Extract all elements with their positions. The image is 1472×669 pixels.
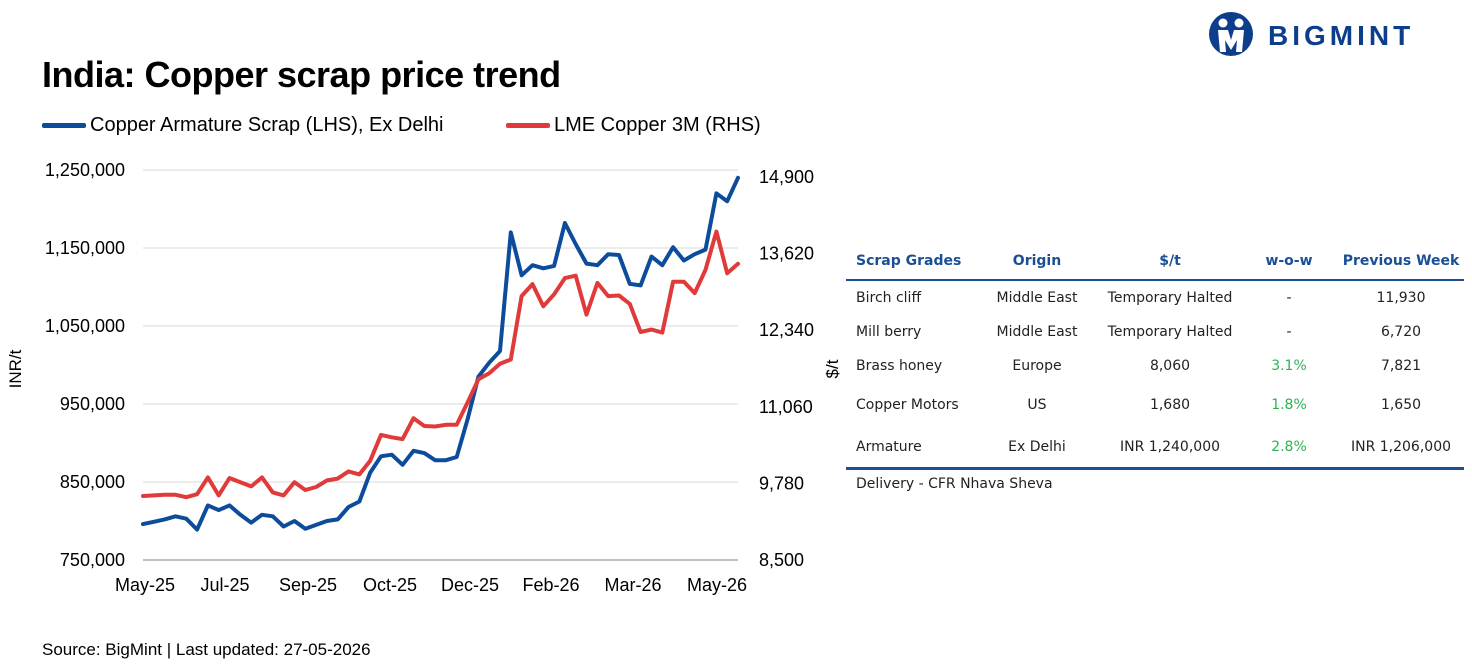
cell-origin: US [1027, 397, 1047, 413]
cell-origin: Middle East [996, 324, 1078, 340]
x-tick-label: Feb-26 [522, 575, 579, 595]
header-wow: w-o-w [1240, 243, 1338, 281]
cell-previous-week: 7,821 [1380, 358, 1422, 374]
x-tick-label: Sep-25 [279, 575, 337, 595]
cell-grade: Copper Motors [856, 397, 959, 413]
cell-price: Temporary Halted [1107, 290, 1233, 306]
y-tick-label: 1,150,000 [45, 238, 125, 258]
cell-previous-week: INR 1,206,000 [1338, 427, 1464, 470]
y-tick-label: 850,000 [60, 472, 125, 492]
x-tick-label: Oct-25 [363, 575, 417, 595]
bigmint-logo: BIGMINT [1206, 10, 1456, 58]
y2-tick-label: 11,060 [759, 397, 813, 417]
legend-item-scrap: Copper Armature Scrap (LHS), Ex Delhi [42, 114, 443, 137]
cell-previous-week: 1,650 [1380, 397, 1422, 413]
cell-origin: Ex Delhi [974, 427, 1100, 470]
delivery-note: Delivery - CFR Nhava Sheva [856, 476, 1053, 492]
x-tick-label: Mar-26 [604, 575, 661, 595]
cell-previous-week: 6,720 [1380, 324, 1422, 340]
legend-label-scrap: Copper Armature Scrap (LHS), Ex Delhi [90, 114, 444, 136]
x-tick-label: Dec-25 [441, 575, 499, 595]
x-tick-label: May-25 [115, 575, 175, 595]
scrap-grades-table: Scrap Grades Origin $/t w-o-w Previous W… [846, 243, 1464, 470]
series-line-lme [141, 229, 740, 500]
table-row: Armature Ex Delhi INR 1,240,000 2.8% INR… [846, 427, 1464, 470]
cell-previous-week: 11,930 [1376, 290, 1426, 306]
cell-grade: Birch cliff [856, 290, 922, 306]
bigmint-logo-icon [1209, 12, 1253, 56]
x-tick-label: May-26 [687, 575, 747, 595]
y2-tick-label: 13,620 [759, 244, 814, 264]
x-tick-label: Jul-25 [200, 575, 249, 595]
source-note: Source: BigMint | Last updated: 27-05-20… [42, 640, 371, 659]
y2-tick-label: 12,340 [759, 320, 814, 340]
header-price: $/t [1100, 243, 1240, 281]
cell-grade: Armature [846, 427, 974, 470]
series-line-scrap [141, 175, 740, 532]
y2-tick-label: 14,900 [759, 167, 814, 187]
y-tick-label: 750,000 [60, 550, 125, 570]
table-row: Copper Motors US 1,680 1.8% 1,650 [846, 383, 1464, 427]
price-trend-chart: 1,250,000 1,150,000 1,050,000 950,000 850,00… [6, 160, 840, 595]
header-scrap-grades: Scrap Grades [846, 243, 974, 281]
cell-origin: Europe [1012, 358, 1062, 374]
y-tick-label: 1,250,000 [45, 160, 125, 180]
header-previous-week: Previous Week [1338, 243, 1464, 281]
y2-tick-label: 8,500 [759, 550, 804, 570]
cell-grade: Mill berry [856, 324, 922, 340]
table-header-row: Scrap Grades Origin $/t w-o-w Previous W… [846, 243, 1464, 281]
cell-wow: 3.1% [1271, 358, 1307, 374]
header-origin: Origin [974, 243, 1100, 281]
legend-item-lme: LME Copper 3M (RHS) [506, 114, 761, 137]
cell-wow: 1.8% [1271, 397, 1307, 413]
cell-price: INR 1,240,000 [1100, 427, 1240, 470]
brand-name: BIGMINT [1268, 20, 1415, 51]
cell-wow: - [1286, 290, 1292, 306]
cell-price: 1,680 [1149, 397, 1191, 413]
y2-tick-label: 9,780 [759, 473, 804, 493]
legend-swatch-blue [42, 123, 86, 128]
cell-grade: Brass honey [856, 358, 943, 374]
chart-title: India: Copper scrap price trend [42, 54, 561, 95]
legend-swatch-red [506, 123, 550, 128]
y-tick-label: 950,000 [60, 394, 125, 414]
table-row: Brass honey Europe 8,060 3.1% 7,821 [846, 349, 1464, 383]
y2-axis-title: $/t [823, 359, 840, 378]
y-axis-title: INR/t [6, 349, 25, 388]
y-tick-label: 1,050,000 [45, 316, 125, 336]
cell-wow: - [1286, 324, 1292, 340]
cell-price: 8,060 [1149, 358, 1191, 374]
legend-label-lme: LME Copper 3M (RHS) [554, 114, 761, 136]
table-row: Mill berry Middle East Temporary Halted … [846, 315, 1464, 349]
cell-wow: 2.8% [1240, 427, 1338, 470]
cell-price: Temporary Halted [1107, 324, 1233, 340]
table-row: Birch cliff Middle East Temporary Halted… [846, 280, 1464, 315]
cell-origin: Middle East [996, 290, 1078, 306]
